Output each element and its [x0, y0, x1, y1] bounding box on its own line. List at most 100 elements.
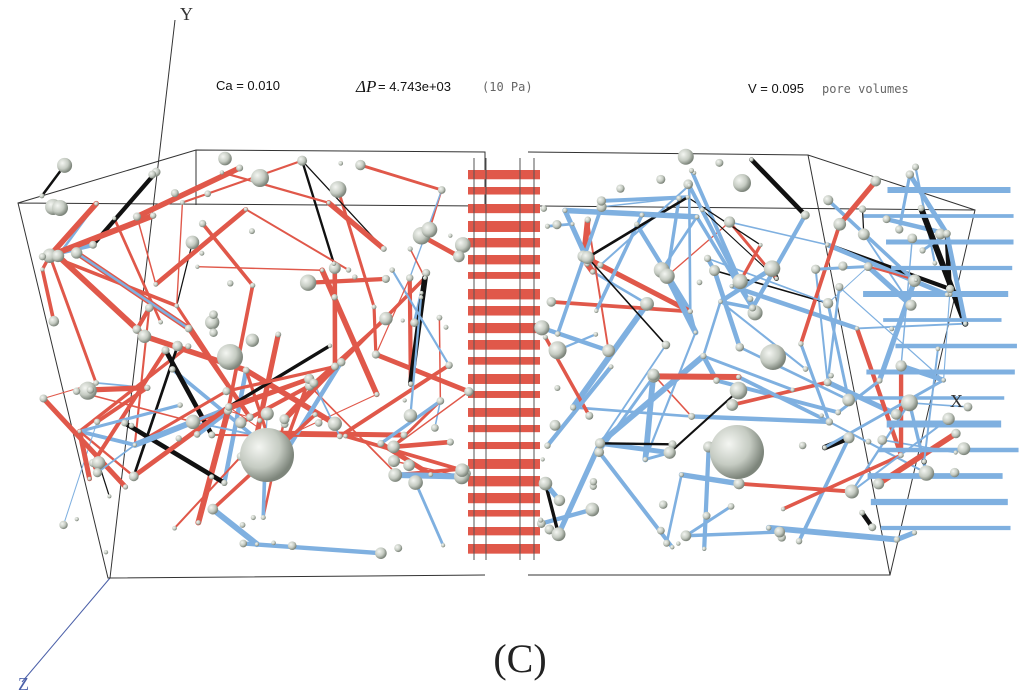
pore: [686, 195, 690, 199]
pore: [823, 298, 834, 309]
capillary-number: Ca = 0.010: [216, 78, 280, 93]
pore: [150, 212, 156, 218]
pore: [171, 189, 179, 197]
pore: [93, 468, 102, 477]
throat: [703, 302, 720, 356]
throat: [769, 528, 897, 540]
panel-caption: (C): [493, 636, 546, 681]
pore: [585, 412, 593, 420]
pore: [859, 510, 865, 516]
pore: [250, 283, 255, 288]
pore: [240, 428, 294, 482]
throat: [547, 367, 611, 446]
pore: [40, 267, 44, 271]
pore: [534, 320, 549, 335]
pore: [372, 350, 380, 358]
pore: [555, 331, 561, 337]
pore: [877, 435, 887, 445]
pore: [954, 450, 958, 454]
pore: [239, 540, 247, 548]
pore: [244, 207, 248, 211]
pore: [803, 366, 809, 372]
pore: [343, 434, 348, 439]
pore: [453, 251, 465, 263]
pore: [387, 440, 400, 453]
pore: [346, 267, 351, 272]
pore: [87, 386, 94, 393]
pore: [257, 418, 262, 423]
pore: [331, 294, 337, 300]
pore: [88, 477, 92, 481]
pore: [801, 211, 810, 220]
pore: [73, 388, 80, 395]
pore: [796, 538, 802, 544]
pore: [679, 472, 684, 477]
pore: [445, 361, 453, 369]
pore: [570, 404, 576, 410]
pore: [208, 431, 215, 438]
throats: [42, 158, 1019, 560]
pressure-value: = 4.743e+03: [378, 79, 451, 94]
pore: [866, 439, 872, 445]
throat: [468, 221, 540, 232]
pore: [798, 341, 803, 346]
pore: [943, 230, 951, 238]
pore: [835, 409, 841, 415]
pore: [379, 312, 392, 325]
throat: [468, 255, 540, 264]
pore: [375, 547, 387, 559]
pore: [249, 228, 255, 234]
pore: [843, 432, 854, 443]
throat: [246, 209, 349, 270]
pore: [825, 243, 829, 247]
throat: [302, 161, 334, 264]
throat: [686, 506, 731, 535]
pore: [185, 343, 191, 349]
pore: [781, 507, 786, 512]
pore: [443, 325, 448, 330]
pore: [554, 385, 560, 391]
throat: [839, 287, 943, 380]
pore: [950, 468, 959, 477]
throat: [468, 442, 540, 449]
pore: [585, 503, 599, 517]
pore: [403, 398, 407, 402]
pore: [643, 457, 648, 462]
pore: [196, 520, 201, 525]
pore: [431, 424, 439, 432]
throat: [468, 493, 540, 503]
pore: [75, 517, 79, 521]
throat: [338, 189, 374, 306]
pore: [581, 251, 594, 264]
pore: [133, 213, 141, 221]
throat: [468, 187, 540, 195]
pore: [153, 282, 158, 287]
pore: [936, 346, 941, 351]
pore: [823, 195, 833, 205]
pore: [175, 435, 181, 441]
pore: [700, 353, 706, 359]
throat: [468, 510, 540, 517]
pore: [730, 284, 734, 288]
pore: [912, 530, 917, 535]
throat: [468, 527, 540, 535]
pore: [656, 175, 665, 184]
pore: [372, 305, 377, 310]
pore: [107, 494, 111, 498]
pore: [410, 318, 418, 326]
pore: [704, 255, 711, 262]
pore: [907, 233, 917, 243]
pore: [585, 217, 591, 223]
pore: [963, 322, 967, 326]
pore: [209, 310, 218, 319]
pore: [288, 541, 297, 550]
pore: [539, 477, 553, 491]
pore: [945, 292, 950, 297]
pore: [169, 366, 175, 372]
throat: [468, 408, 540, 417]
pore: [543, 335, 548, 340]
pore: [868, 523, 876, 531]
pore: [204, 190, 211, 197]
throat: [468, 204, 540, 213]
pore: [824, 378, 832, 386]
